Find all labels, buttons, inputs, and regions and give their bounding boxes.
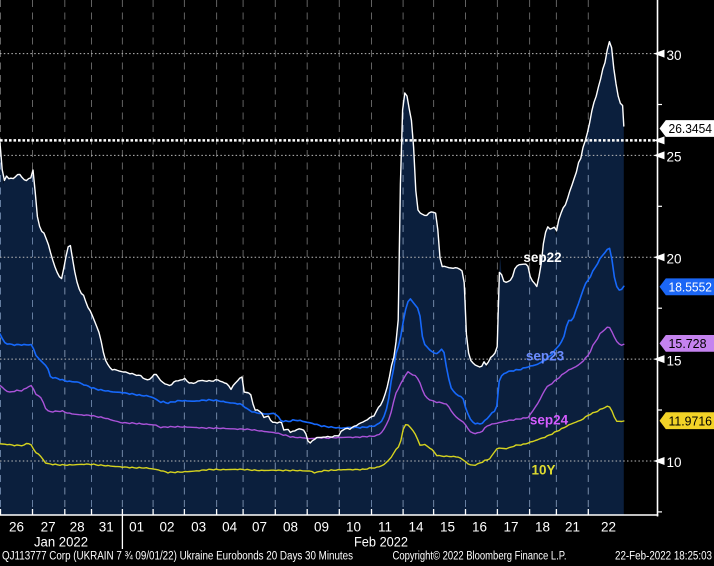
svg-text:18: 18	[535, 520, 550, 535]
svg-text:15: 15	[667, 353, 682, 368]
svg-text:Feb 2022: Feb 2022	[354, 535, 408, 550]
svg-text:30: 30	[667, 48, 682, 63]
svg-text:22-Feb-2022 18:25:03: 22-Feb-2022 18:25:03	[615, 551, 712, 563]
svg-text:QJ113777 Corp (UKRAIN 7 ¾ 09/0: QJ113777 Corp (UKRAIN 7 ¾ 09/01/22) Ukra…	[2, 551, 353, 563]
svg-text:17: 17	[503, 520, 518, 535]
svg-text:26: 26	[9, 520, 24, 535]
svg-text:16: 16	[472, 520, 487, 535]
svg-text:10: 10	[667, 455, 682, 470]
svg-text:01: 01	[129, 520, 144, 535]
svg-text:15.728: 15.728	[669, 336, 707, 351]
svg-text:10: 10	[346, 520, 361, 535]
svg-text:07: 07	[252, 520, 267, 535]
svg-text:08: 08	[283, 520, 298, 535]
svg-text:20: 20	[667, 252, 682, 267]
svg-text:15: 15	[440, 520, 455, 535]
svg-text:22: 22	[601, 520, 616, 535]
svg-text:sep23: sep23	[526, 349, 565, 364]
svg-text:28: 28	[70, 520, 85, 535]
svg-text:11.9716: 11.9716	[669, 413, 713, 428]
svg-text:sep22: sep22	[523, 250, 561, 265]
svg-text:14: 14	[408, 520, 424, 535]
svg-text:Jan 2022: Jan 2022	[34, 535, 88, 550]
svg-text:sep24: sep24	[530, 413, 569, 428]
svg-text:26.3454: 26.3454	[669, 121, 713, 136]
svg-text:27: 27	[41, 520, 56, 535]
svg-text:Copyright© 2022 Bloomberg Fina: Copyright© 2022 Bloomberg Finance L.P.	[393, 551, 567, 563]
svg-text:21: 21	[565, 520, 580, 535]
svg-text:03: 03	[191, 520, 206, 535]
svg-text:18.5552: 18.5552	[669, 279, 713, 294]
svg-text:31: 31	[99, 520, 114, 535]
svg-text:11: 11	[378, 520, 392, 535]
svg-text:02: 02	[159, 520, 174, 535]
svg-text:10Y: 10Y	[531, 463, 555, 478]
svg-text:04: 04	[222, 520, 238, 535]
svg-text:25: 25	[667, 150, 682, 165]
svg-text:09: 09	[314, 520, 329, 535]
